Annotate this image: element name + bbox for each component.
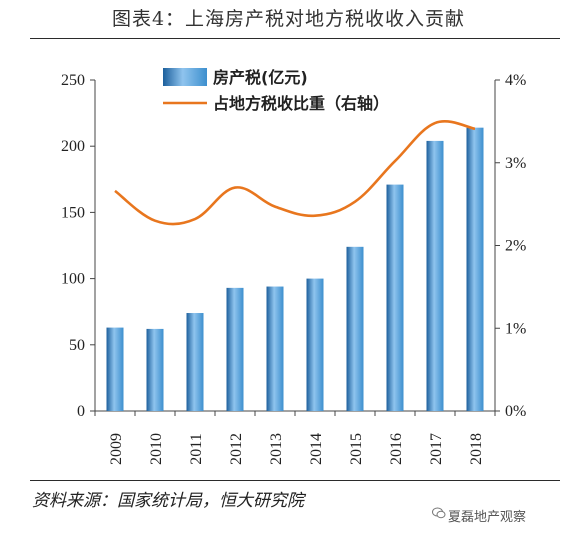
x-tick-label: 2018: [468, 433, 485, 465]
x-tick-label: 2009: [108, 433, 125, 465]
y-left-tick-label: 150: [61, 204, 85, 221]
y-left-tick-label: 100: [61, 271, 85, 288]
bar: [306, 278, 324, 411]
bar: [466, 127, 484, 411]
x-tick-label: 2017: [428, 433, 445, 465]
y-right-tick-label: 1%: [505, 320, 526, 337]
y-right-tick-label: 4%: [505, 72, 526, 89]
combo-chart: 0 50 100 150 200 250 0% 1% 2% 3% 4% 2009 2010 2011 201…: [61, 68, 526, 465]
source-note: 资料来源：国家统计局，恒大研究院: [32, 491, 304, 511]
bar: [106, 327, 124, 411]
source-rule: [30, 480, 560, 481]
x-tick-label: 2012: [228, 433, 245, 465]
legend-bar-swatch: [163, 68, 207, 86]
bar: [266, 286, 284, 411]
watermark: 夏磊地产观察: [448, 510, 527, 525]
bar: [426, 140, 444, 412]
bar: [146, 328, 164, 411]
x-tick-label: 2014: [308, 433, 325, 465]
line-series: [114, 120, 476, 226]
y-right-tick-label: 0%: [505, 403, 526, 420]
bar: [346, 246, 364, 411]
y-left-tick-label: 200: [61, 138, 85, 155]
y-right-tick-label: 2%: [505, 238, 526, 255]
legend: 房产税(亿元) 占地方税收比重（右轴）: [163, 68, 389, 113]
bar-series: [106, 127, 484, 412]
wechat-icon: [432, 507, 446, 519]
legend-line-label: 占地方税收比重（右轴）: [213, 94, 389, 113]
x-tick-label: 2010: [148, 433, 165, 465]
axes: 0 50 100 150 200 250 0% 1% 2% 3% 4% 2009 2010 2011 201…: [61, 72, 526, 465]
bar: [386, 184, 404, 411]
y-left-tick-label: 0: [77, 403, 85, 420]
y-left-tick-label: 50: [69, 337, 85, 354]
chart-title: 图表4：上海房产税对地方税收收入贡献: [111, 8, 466, 30]
title-rule: [30, 38, 560, 39]
line-path: [114, 120, 476, 226]
bar: [186, 313, 204, 411]
legend-bar-label: 房产税(亿元): [213, 68, 308, 87]
bar: [226, 287, 244, 411]
x-tick-label: 2013: [268, 433, 285, 465]
y-right-tick-label: 3%: [505, 155, 526, 172]
y-left-tick-label: 250: [61, 72, 85, 89]
x-tick-label: 2011: [188, 433, 205, 464]
x-tick-label: 2016: [388, 433, 405, 465]
x-tick-label: 2015: [348, 433, 365, 465]
